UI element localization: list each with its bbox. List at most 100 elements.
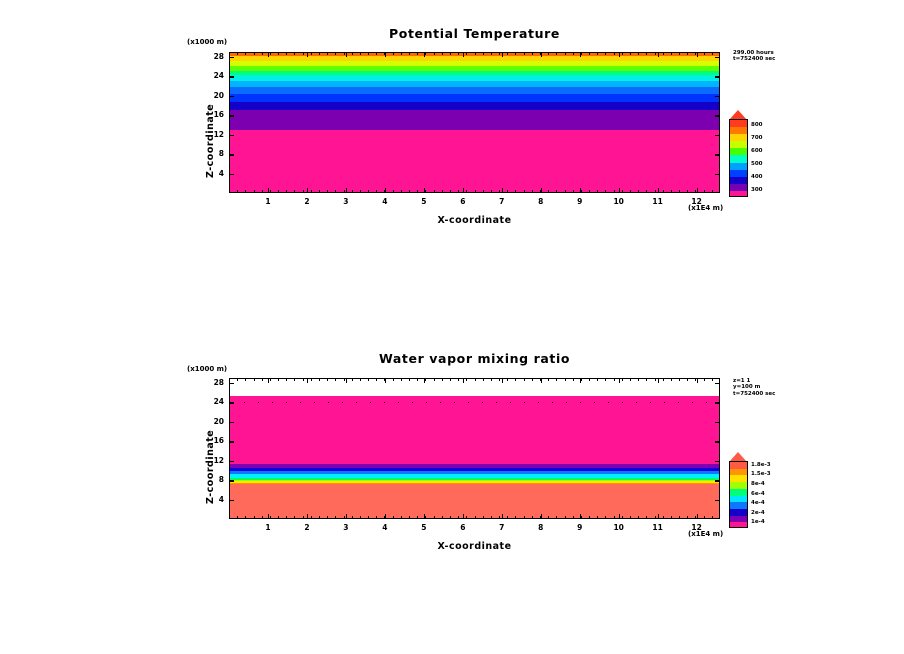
x-minor-tick [278, 516, 280, 519]
x-tick [384, 188, 387, 193]
x-minor-tick [376, 190, 378, 193]
x-minor-tick [433, 516, 435, 519]
x-tick-label: 9 [577, 523, 583, 532]
y-tick-label: 28 [213, 377, 224, 387]
x-minor-tick [711, 190, 713, 193]
x-minor-tick [474, 190, 476, 193]
y-tick-label: 20 [213, 90, 224, 100]
x-minor-tick [597, 52, 599, 55]
x-tick [306, 378, 309, 383]
contour-band [230, 395, 719, 465]
contour-fill-lower [230, 379, 719, 518]
x-minor-tick [523, 516, 525, 519]
colorbar-segment [730, 495, 747, 503]
x-minor-tick [310, 516, 312, 519]
y-tick-label: 8 [218, 475, 224, 485]
y-tick [229, 95, 234, 98]
x-tick [462, 52, 465, 57]
colorbar-tick-label: 8e-4 [751, 480, 765, 487]
x-minor-tick [646, 516, 648, 519]
x-minor-tick [482, 516, 484, 519]
x-minor-tick [679, 378, 681, 381]
x-minor-tick [490, 378, 492, 381]
x-minor-tick [294, 378, 296, 381]
x-tick [384, 52, 387, 57]
x-minor-tick [261, 516, 263, 519]
x-minor-tick [499, 378, 501, 381]
x-tick [345, 188, 348, 193]
x-minor-tick [638, 52, 640, 55]
x-tick-label: 10 [613, 523, 624, 532]
x-minor-tick [589, 378, 591, 381]
x-minor-tick [548, 378, 550, 381]
x-minor-tick [679, 516, 681, 519]
x-minor-tick [507, 52, 509, 55]
plot-area-water-vapor [229, 378, 720, 519]
x-minor-tick [613, 378, 615, 381]
colorbar-arrow-cap-lower [729, 452, 747, 462]
x-minor-tick [359, 52, 361, 55]
x-tick [579, 378, 582, 383]
x-minor-tick [646, 190, 648, 193]
x-minor-tick [638, 378, 640, 381]
x-minor-tick [294, 190, 296, 193]
colorbar-arrow-cap-upper [729, 110, 747, 120]
x-tick [618, 514, 621, 519]
x-tick [423, 52, 426, 57]
contour-band [230, 477, 719, 480]
x-minor-tick [261, 190, 263, 193]
x-tick [696, 188, 699, 193]
colorbar-tick-label: 500 [751, 160, 763, 167]
x-minor-tick [245, 516, 247, 519]
x-minor-tick [286, 190, 288, 193]
x-minor-tick [687, 190, 689, 193]
x-minor-tick [523, 378, 525, 381]
x-minor-tick [359, 378, 361, 381]
x-minor-tick [294, 52, 296, 55]
x-minor-tick [507, 516, 509, 519]
y-tick [229, 402, 234, 404]
x-minor-tick [351, 190, 353, 193]
x-minor-tick [531, 190, 533, 193]
x-minor-tick [474, 516, 476, 519]
x-minor-tick [482, 190, 484, 193]
colorbar-body-upper [729, 119, 748, 197]
contour-band [230, 467, 719, 472]
y-tick [229, 441, 234, 443]
colorbar-segment [730, 468, 747, 476]
x-tick [540, 52, 543, 57]
x-minor-tick [589, 516, 591, 519]
x-minor-tick [376, 378, 378, 381]
x-minor-tick [523, 52, 525, 55]
x-minor-tick [507, 190, 509, 193]
colorbar-tick-label: 400 [751, 173, 763, 180]
y-tick [715, 460, 720, 463]
x-minor-tick [417, 378, 419, 381]
x-minor-tick [662, 52, 664, 55]
x-minor-tick [425, 52, 427, 55]
contour-band [230, 86, 719, 94]
x-minor-tick [548, 52, 550, 55]
x-tick-label: 5 [421, 523, 427, 532]
x-minor-tick [679, 190, 681, 193]
x-tick-label: 11 [652, 523, 663, 532]
x-minor-tick [253, 516, 255, 519]
x-minor-tick [458, 52, 460, 55]
x-minor-tick [392, 52, 394, 55]
dotted-contour-line [230, 401, 719, 403]
x-minor-tick [269, 52, 271, 55]
x-tick-label: 10 [613, 197, 624, 206]
x-minor-tick [679, 52, 681, 55]
x-minor-tick [425, 378, 427, 381]
colorbar-segment [730, 120, 747, 128]
plot-area-potential-temperature [229, 52, 720, 193]
x-minor-tick [548, 516, 550, 519]
y-tick [229, 76, 234, 78]
x-minor-tick [490, 516, 492, 519]
x-minor-tick [425, 190, 427, 193]
x-minor-tick [319, 378, 321, 381]
x-minor-tick [343, 190, 345, 193]
x-minor-tick [580, 516, 582, 519]
x-minor-tick [359, 516, 361, 519]
y-tick [715, 382, 720, 385]
